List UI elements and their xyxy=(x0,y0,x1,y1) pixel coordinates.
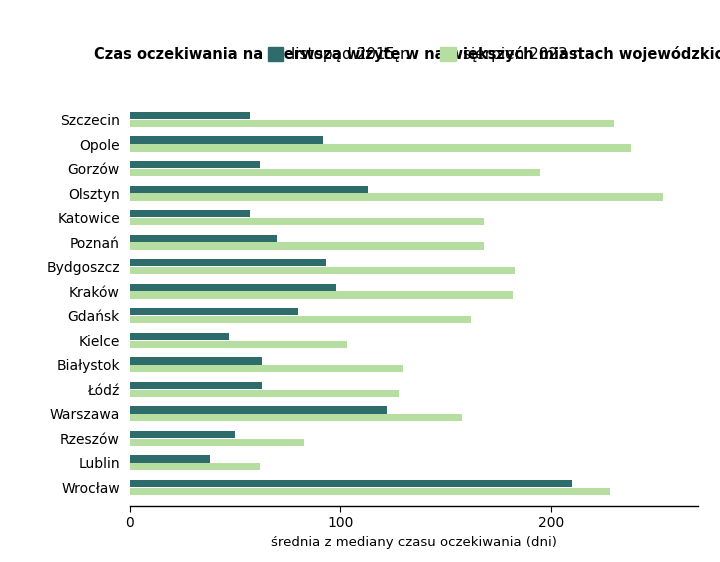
Bar xyxy=(130,341,346,348)
Bar xyxy=(130,193,662,201)
Bar xyxy=(130,389,400,397)
Bar xyxy=(130,357,262,365)
Bar xyxy=(130,218,484,225)
Bar xyxy=(130,185,368,193)
Bar xyxy=(130,234,277,242)
Bar xyxy=(130,284,336,291)
Bar xyxy=(130,308,298,315)
Bar xyxy=(130,161,260,169)
Bar xyxy=(130,120,614,127)
Bar xyxy=(130,210,250,217)
X-axis label: średnia z mediany czasu oczekiwania (dni): średnia z mediany czasu oczekiwania (dni… xyxy=(271,536,557,549)
Bar xyxy=(130,267,515,274)
Bar xyxy=(130,112,250,119)
Bar xyxy=(130,137,323,144)
Bar xyxy=(130,316,471,323)
Title: Czas oczekiwania na pierwszą wizytę w największych miastach wojewódzkich: Czas oczekiwania na pierwszą wizytę w na… xyxy=(94,47,720,62)
Bar xyxy=(130,242,484,250)
Bar xyxy=(130,414,462,422)
Bar xyxy=(130,438,305,446)
Bar xyxy=(130,169,541,176)
Legend: listopad 2015 r., sierpień 2023 r.: listopad 2015 r., sierpień 2023 r. xyxy=(262,40,589,68)
Bar xyxy=(130,292,513,299)
Bar xyxy=(130,365,403,373)
Bar xyxy=(130,333,229,340)
Bar xyxy=(130,406,387,414)
Bar xyxy=(130,488,610,495)
Bar xyxy=(130,259,325,266)
Bar xyxy=(130,430,235,438)
Bar xyxy=(130,144,631,152)
Bar xyxy=(130,480,572,487)
Bar xyxy=(130,382,262,389)
Bar xyxy=(130,463,260,470)
Bar xyxy=(130,455,210,463)
